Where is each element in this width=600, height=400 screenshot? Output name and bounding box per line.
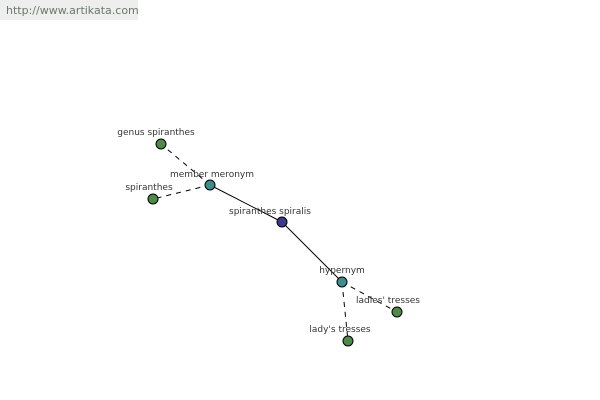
site-url-link[interactable]: http://www.artikata.com bbox=[0, 0, 139, 20]
edge-center-hyper bbox=[281, 221, 343, 283]
node-member[interactable] bbox=[204, 179, 216, 191]
node-label-hyper[interactable]: hypernym bbox=[319, 266, 365, 276]
edge-hyper-ladies bbox=[341, 281, 398, 313]
edge-center-member bbox=[209, 184, 283, 223]
node-genus[interactable] bbox=[155, 138, 167, 150]
node-center[interactable] bbox=[276, 216, 288, 228]
node-label-ladys[interactable]: lady's tresses bbox=[309, 325, 371, 335]
node-label-center[interactable]: spiranthes spiralis bbox=[229, 207, 311, 217]
node-label-genus[interactable]: genus spiranthes bbox=[117, 128, 195, 138]
node-label-ladies[interactable]: ladies' tresses bbox=[356, 296, 420, 306]
node-hyper[interactable] bbox=[336, 276, 348, 288]
node-label-member[interactable]: member meronym bbox=[170, 170, 254, 180]
node-label-spir[interactable]: spiranthes bbox=[125, 183, 173, 193]
node-ladies[interactable] bbox=[391, 306, 403, 318]
node-spir[interactable] bbox=[147, 193, 159, 205]
node-ladys[interactable] bbox=[342, 335, 354, 347]
edge-member-genus bbox=[160, 143, 211, 186]
